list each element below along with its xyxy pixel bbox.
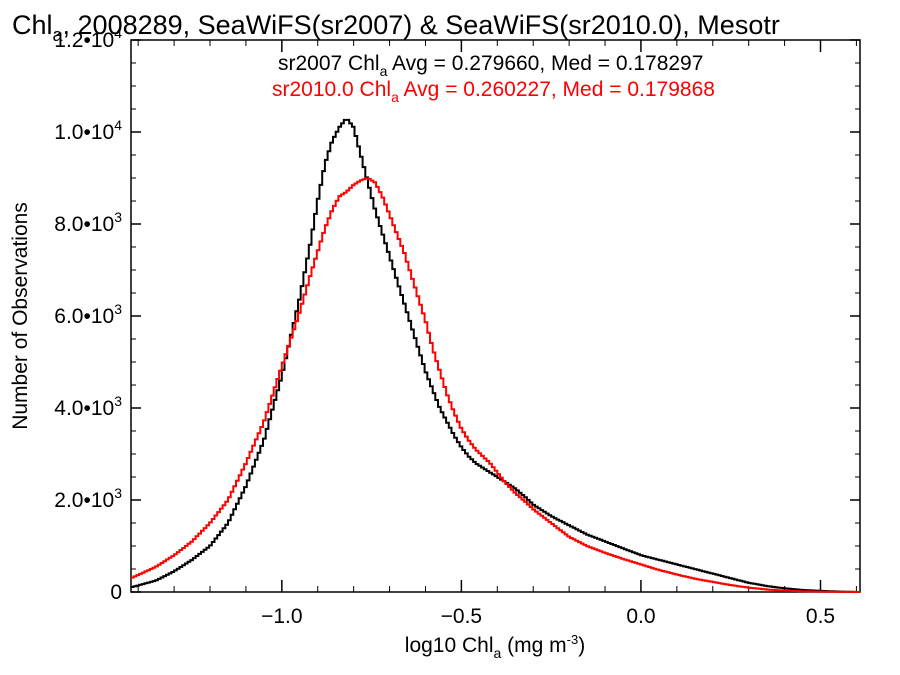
chart-title-rest: , 2008289, SeaWiFS(sr2007) & SeaWiFS(sr2…	[63, 10, 780, 40]
y-tick-label: 8.0•103	[54, 209, 122, 236]
y-tick-label: 4.0•103	[54, 393, 122, 420]
y-tick-mantissa: 0	[110, 581, 122, 604]
x-axis-label: log10 Chla (mg m-3)	[405, 632, 585, 661]
y-tick-mantissa: 1.2•10	[54, 29, 114, 52]
x-axis-label-pre: log10 Chl	[405, 634, 494, 657]
x-axis-label-sub: a	[494, 645, 502, 661]
x-tick-label: −0.5	[441, 605, 482, 628]
x-axis-label-post: )	[578, 634, 585, 657]
y-axis: 02.0•1034.0•1036.0•1038.0•1031.0•1041.2•…	[54, 25, 860, 604]
legend-sr2007-sub: a	[380, 63, 388, 79]
chart-title-sub: a	[53, 25, 64, 45]
y-tick-mantissa: 6.0•10	[54, 305, 114, 328]
x-tick-label: −1.0	[261, 605, 302, 628]
y-tick-exponent: 3	[114, 485, 122, 501]
chart-title: Chla, 2008289, SeaWiFS(sr2007) & SeaWiFS…	[12, 10, 780, 45]
legend-sr2007-pre: sr2007 Chl	[278, 52, 380, 75]
series-line-sr2007	[131, 118, 860, 593]
legend-sr2010-pre: sr2010.0 Chl	[272, 78, 391, 101]
chart-title-chl: Chl	[12, 10, 53, 40]
y-tick-exponent: 4	[114, 25, 122, 41]
legend-line-sr2010: sr2010.0 Chla Avg = 0.260227, Med = 0.17…	[272, 78, 715, 105]
x-tick-label: 0.5	[806, 605, 835, 628]
x-axis: −1.0 −0.5 0.0 0.5	[137, 40, 857, 628]
y-tick-mantissa: 1.0•10	[54, 121, 114, 144]
y-tick-exponent: 3	[114, 209, 122, 225]
legend-sr2007-post: Avg = 0.279660, Med = 0.178297	[387, 52, 703, 75]
y-tick-label: 1.0•104	[54, 117, 122, 144]
y-tick-mantissa: 8.0•10	[54, 213, 114, 236]
y-tick-label: 2.0•103	[54, 485, 122, 512]
x-tick-label: 0.0	[626, 605, 655, 628]
x-axis-label-mid: (mg m	[501, 634, 566, 657]
series-line-sr2010	[131, 177, 860, 593]
legend-sr2010-sub: a	[391, 89, 399, 105]
legend-sr2010-post: Avg = 0.260227, Med = 0.179868	[399, 78, 715, 101]
y-tick-mantissa: 4.0•10	[54, 397, 114, 420]
plot-frame	[130, 39, 861, 593]
y-axis-label: Number of Observations	[9, 202, 32, 430]
y-tick-label: 0	[110, 581, 122, 604]
x-axis-label-sup: -3	[567, 632, 579, 647]
y-tick-exponent: 3	[114, 301, 122, 317]
y-tick-exponent: 3	[114, 393, 122, 409]
y-tick-exponent: 4	[114, 117, 122, 133]
legend-line-sr2007: sr2007 Chla Avg = 0.279660, Med = 0.1782…	[278, 52, 703, 79]
y-tick-mantissa: 2.0•10	[54, 489, 114, 512]
plot-border	[130, 39, 861, 593]
y-tick-label: 6.0•103	[54, 301, 122, 328]
series-layer	[131, 118, 860, 593]
y-tick-label: 1.2•104	[54, 25, 122, 52]
